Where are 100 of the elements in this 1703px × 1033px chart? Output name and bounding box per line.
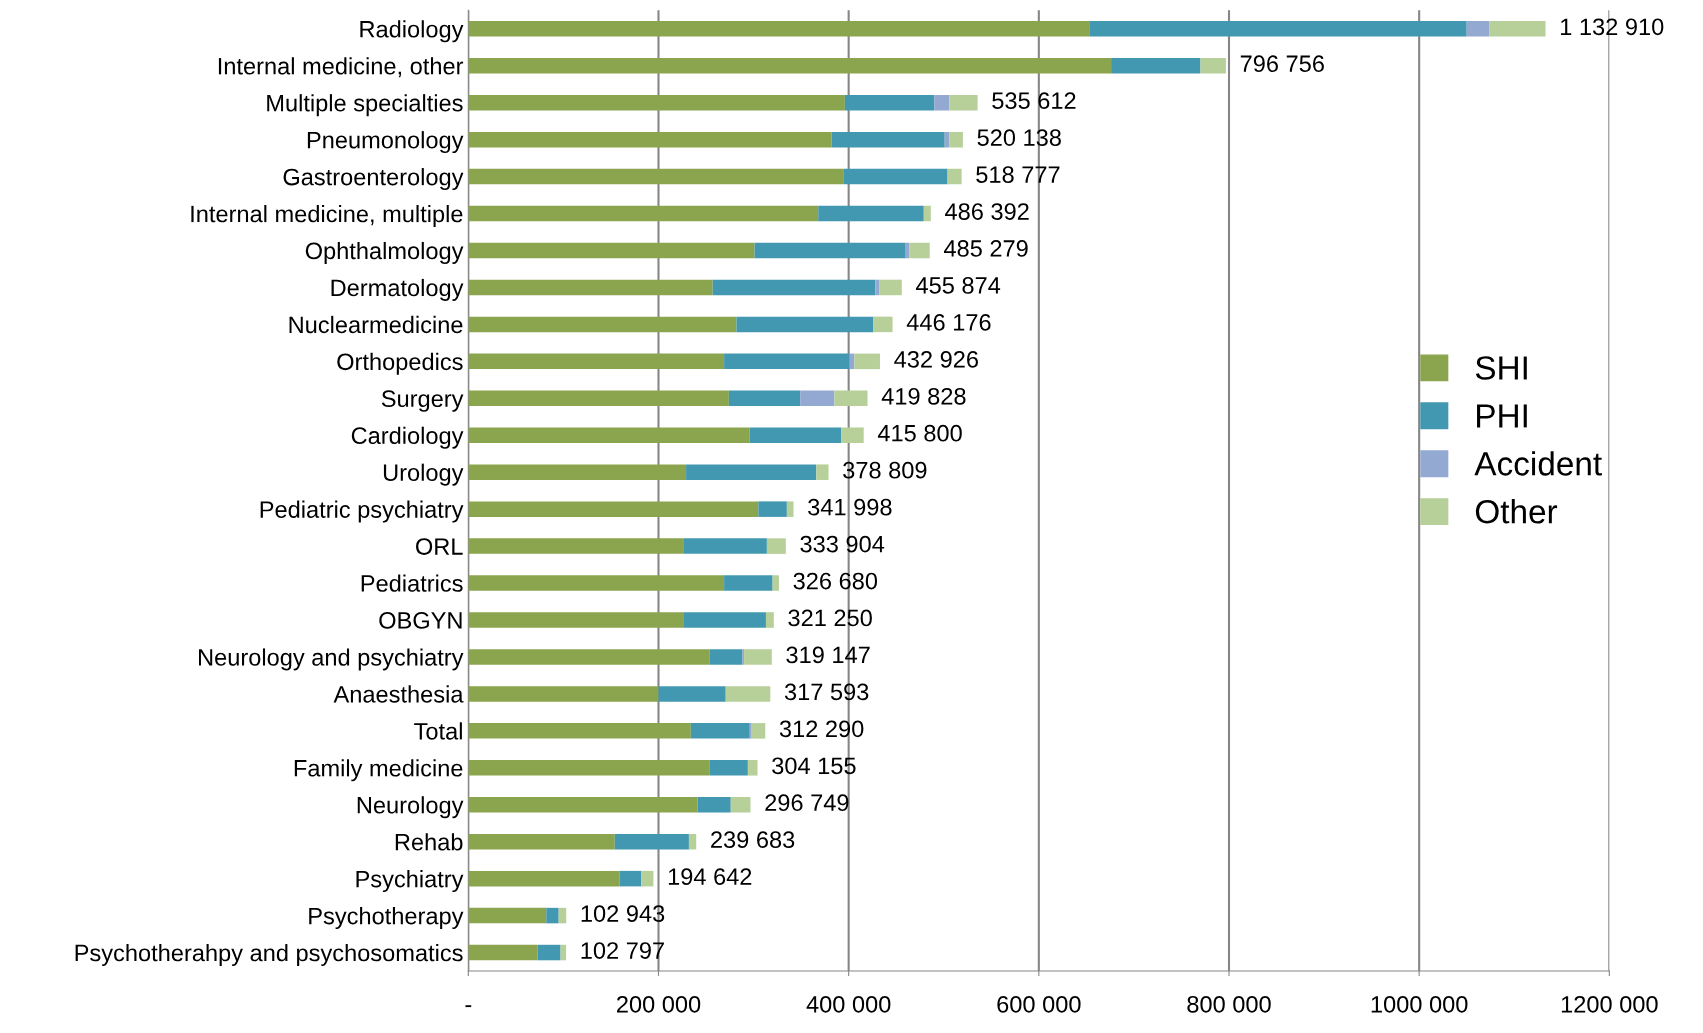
y-tick-label: Pneumonology xyxy=(307,131,464,154)
y-tick-label: Multiple specialties xyxy=(267,94,463,117)
x-tick-label: 1000 000 xyxy=(1371,995,1468,1013)
bar xyxy=(818,205,924,222)
bar xyxy=(728,390,801,407)
bar xyxy=(468,21,1090,37)
bar xyxy=(558,907,567,924)
y-tick-label: Gastroenterology xyxy=(283,168,464,191)
total-label: 296 749 xyxy=(765,794,849,812)
y-tick-label: Orthopedics xyxy=(337,352,463,375)
bar xyxy=(468,94,845,111)
bar xyxy=(468,427,750,444)
y-tick-label: Pediatric psychiatry xyxy=(260,500,464,523)
bar xyxy=(468,58,1112,74)
bar xyxy=(468,501,759,517)
y-tick-label: Pediatrics xyxy=(361,574,463,592)
y-tick-label: Urology xyxy=(383,463,464,486)
bar xyxy=(468,760,710,776)
y-tick-label: Neurology xyxy=(357,796,464,819)
bar xyxy=(816,464,829,480)
bar xyxy=(468,279,713,296)
total-label: 1 132 910 xyxy=(1561,18,1664,36)
bar xyxy=(758,501,787,517)
bar xyxy=(537,944,561,961)
bar xyxy=(923,205,931,222)
bar xyxy=(686,464,817,480)
legend-label: SHI xyxy=(1475,356,1527,380)
bar xyxy=(468,131,832,148)
total-label: 102 943 xyxy=(581,905,665,922)
y-tick-label: Family medicine xyxy=(294,759,463,782)
x-tick-label: - xyxy=(465,1005,472,1008)
bar xyxy=(949,94,978,111)
bar xyxy=(873,316,893,333)
bar xyxy=(841,427,864,444)
total-label: 341 998 xyxy=(808,498,892,516)
y-tick-label: Psychiatry xyxy=(356,870,464,893)
legend-label: Accident xyxy=(1474,451,1602,476)
bar xyxy=(1111,58,1201,74)
bar xyxy=(658,686,726,702)
total-label: 239 683 xyxy=(711,831,795,849)
bar xyxy=(1200,58,1226,74)
bar xyxy=(468,833,615,850)
y-tick-label: OBGYN xyxy=(379,612,462,629)
bar xyxy=(749,427,842,444)
x-tick-label: 200 000 xyxy=(617,995,701,1013)
total-label: 319 147 xyxy=(786,646,870,664)
bar xyxy=(905,242,910,259)
bar xyxy=(766,538,786,554)
bar xyxy=(546,907,559,924)
bar xyxy=(934,94,950,111)
bar xyxy=(712,279,876,296)
y-tick-label: Nuclearmedicine xyxy=(289,315,463,334)
x-tick-label: 800 000 xyxy=(1187,995,1271,1013)
total-label: 102 797 xyxy=(581,942,664,959)
bar xyxy=(1466,21,1490,37)
y-tick-label: Ophthalmology xyxy=(305,241,464,264)
bar xyxy=(619,870,642,887)
bar xyxy=(468,575,725,591)
total-label: 378 809 xyxy=(843,461,927,479)
bar xyxy=(614,833,689,850)
bar xyxy=(641,870,654,887)
bar xyxy=(468,612,684,628)
y-tick-label: Neurology and psychiatry xyxy=(199,648,464,671)
bar xyxy=(468,944,538,961)
y-tick-label: Total xyxy=(414,722,462,740)
bar xyxy=(724,575,773,591)
bar xyxy=(909,242,930,259)
x-tick-label: 600 000 xyxy=(997,995,1081,1013)
bar xyxy=(736,316,874,333)
bar xyxy=(947,168,962,185)
y-tick-label: Surgery xyxy=(381,390,464,412)
bar xyxy=(834,390,868,407)
x-tick-label: 1200 000 xyxy=(1561,995,1658,1013)
bar xyxy=(843,168,948,185)
bar xyxy=(751,723,766,739)
total-label: 317 593 xyxy=(784,683,869,701)
bar xyxy=(831,131,945,148)
y-tick-label: Internal medicine, other xyxy=(218,57,464,78)
bar xyxy=(1089,21,1467,37)
bar xyxy=(709,760,748,776)
total-label: 312 290 xyxy=(779,720,864,738)
y-tick-label: ORL xyxy=(416,538,463,555)
bar xyxy=(468,242,755,259)
y-tick-label: Psychotherapy xyxy=(309,907,464,930)
total-label: 333 904 xyxy=(800,535,885,553)
bar xyxy=(468,464,687,480)
bar xyxy=(468,353,725,370)
bar xyxy=(683,538,767,554)
bar xyxy=(844,94,935,111)
y-tick-label: Psychotherahpy and psychosomatics xyxy=(75,943,463,966)
x-tick-label: 400 000 xyxy=(806,995,891,1013)
legend-label: PHI xyxy=(1477,404,1527,428)
total-label: 326 680 xyxy=(793,572,878,590)
bar xyxy=(468,723,691,739)
bar xyxy=(724,353,850,370)
bar xyxy=(754,242,906,259)
bar xyxy=(690,723,750,739)
bar xyxy=(730,796,751,813)
y-tick-label: Cardiology xyxy=(351,426,464,449)
total-label: 432 926 xyxy=(894,350,978,368)
